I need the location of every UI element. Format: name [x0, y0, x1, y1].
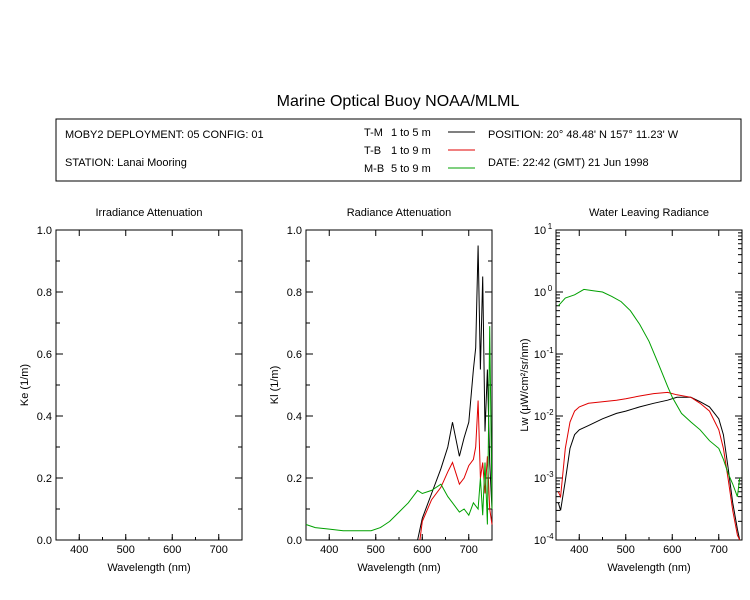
x-tick-label: 400 [320, 544, 338, 556]
y-tick-label: 0.2 [287, 473, 302, 485]
x-axis-label: Wavelength (nm) [107, 562, 190, 574]
irradiance-attenuation-panel: Irradiance Attenuation 400 500 600 700 0.0 0.2… [19, 207, 243, 574]
x-axis-label: Wavelength (nm) [607, 562, 690, 574]
x-tick-label: 700 [210, 544, 228, 556]
y-tick-label: 0.6 [287, 349, 302, 361]
y-tick-exponent: 0 [548, 284, 553, 293]
y-tick-label: 0.4 [287, 411, 302, 423]
y-tick-label: 0.8 [37, 287, 52, 299]
panel-title: Radiance Attenuation [347, 207, 452, 219]
series-m-b-line [305, 326, 493, 532]
series-t-m-line [417, 245, 493, 541]
x-tick-label: 500 [117, 544, 135, 556]
legend-range-t-b: 1 to 9 m [391, 145, 431, 157]
series-t-m-line [557, 396, 741, 541]
legend: T-M 1 to 5 m T-B 1 to 9 m M-B 5 to 9 m [364, 127, 475, 175]
legend-entry-t-b: T-B 1 to 9 m [364, 145, 475, 157]
panel-title: Irradiance Attenuation [95, 207, 202, 219]
y-tick-label: 10 [534, 411, 546, 423]
legend-range-m-b: 5 to 9 m [391, 163, 431, 175]
y-tick-label: 0.0 [37, 535, 52, 547]
y-tick-label: 10 [534, 473, 546, 485]
x-tick-label: 600 [163, 544, 181, 556]
x-tick-label: 700 [710, 544, 728, 556]
y-tick-label: 0.6 [37, 349, 52, 361]
legend-code-m-b: M-B [364, 163, 384, 175]
plot-frame [305, 229, 493, 541]
panel-title: Water Leaving Radiance [589, 207, 709, 219]
date-text: DATE: 22:42 (GMT) 21 Jun 1998 [488, 157, 649, 169]
station-text: STATION: Lanai Mooring [65, 157, 187, 169]
y-tick-label: 0.2 [37, 473, 52, 485]
series-t-b-line [557, 391, 741, 541]
legend-entry-t-m: T-M 1 to 5 m [364, 127, 475, 139]
x-tick-label: 600 [663, 544, 681, 556]
series-m-b-line [557, 288, 741, 497]
plot-frame [55, 229, 243, 541]
y-axis-label: Ke (1/m) [19, 364, 31, 406]
y-tick-label: 0.8 [287, 287, 302, 299]
legend-code-t-b: T-B [364, 145, 381, 157]
y-tick-exponent: -2 [546, 408, 554, 417]
y-tick-label: 0.0 [287, 535, 302, 547]
info-box: MOBY2 DEPLOYMENT: 05 CONFIG: 01 STATION:… [55, 118, 742, 182]
y-tick-exponent: -1 [546, 346, 554, 355]
y-axis-label: Lw (μW/cm²/sr/nm) [519, 338, 531, 431]
y-tick-exponent: -3 [546, 470, 554, 479]
y-tick-label: 10 [534, 349, 546, 361]
deployment-text: MOBY2 DEPLOYMENT: 05 CONFIG: 01 [65, 129, 264, 141]
legend-code-t-m: T-M [364, 127, 383, 139]
x-tick-label: 500 [367, 544, 385, 556]
y-axis-label: Kl (1/m) [269, 366, 281, 405]
x-tick-label: 400 [70, 544, 88, 556]
figure-title: Marine Optical Buoy NOAA/MLML [277, 93, 520, 110]
y-tick-label: 10 [534, 287, 546, 299]
x-axis-label: Wavelength (nm) [357, 562, 440, 574]
legend-range-t-m: 1 to 5 m [391, 127, 431, 139]
series-t-b-line [419, 400, 493, 541]
x-tick-label: 500 [617, 544, 635, 556]
y-tick-label: 10 [534, 225, 546, 237]
radiance-attenuation-panel: Radiance Attenuation 400 500 600 700 0.0 0.2 0.… [269, 207, 493, 574]
x-tick-label: 400 [570, 544, 588, 556]
y-tick-label: 1.0 [37, 225, 52, 237]
y-tick-exponent: 1 [548, 222, 553, 231]
plot-frame [555, 229, 743, 541]
y-tick-exponent: -4 [546, 532, 554, 541]
y-tick-label: 1.0 [287, 225, 302, 237]
x-tick-label: 700 [460, 544, 478, 556]
position-text: POSITION: 20° 48.48' N 157° 11.23' W [488, 129, 679, 141]
info-box-frame [55, 118, 742, 182]
legend-entry-m-b: M-B 5 to 9 m [364, 163, 475, 175]
x-tick-label: 600 [413, 544, 431, 556]
y-tick-label: 10 [534, 535, 546, 547]
y-tick-label: 0.4 [37, 411, 52, 423]
